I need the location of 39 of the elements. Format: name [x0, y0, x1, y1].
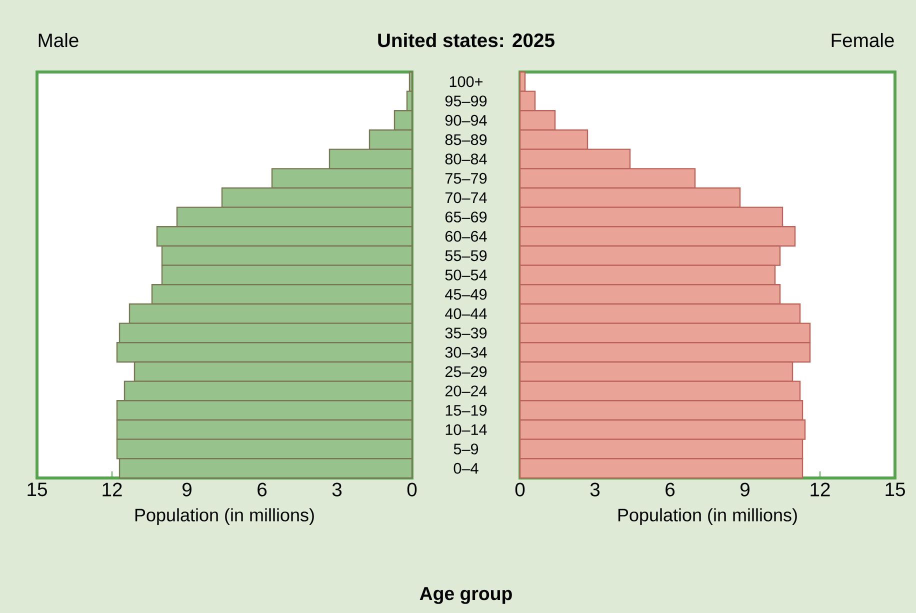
x-tick-label: 15	[886, 482, 905, 496]
x-tick-label: 9	[182, 482, 192, 496]
y-tick-label: 10–14	[446, 424, 487, 436]
text: Female	[832, 32, 894, 48]
x-tick-label: 0	[407, 482, 417, 496]
y-tick-label: 75–79	[445, 172, 487, 184]
x-tick-label: 12	[810, 482, 830, 496]
y-tick-label: 100+	[450, 76, 483, 88]
y-tick-label: 80–84	[445, 154, 487, 164]
y-tick-label: 65–69	[445, 212, 487, 222]
text: Male	[38, 32, 78, 48]
y-tick-label: 20–24	[445, 386, 487, 396]
y-tick-label: 90–94	[445, 114, 487, 126]
y-tick-label: 40–44	[445, 308, 487, 320]
x-tick-label: 9	[740, 482, 750, 496]
x-tick-label: 6	[666, 482, 675, 496]
x-tick-label: 6	[258, 482, 267, 496]
x-axis-title: Population (in millions)	[618, 508, 797, 525]
y-tick-label: 60–64	[445, 230, 487, 242]
y-axis-title: Age group	[420, 587, 512, 604]
y-tick-label: 45–49	[445, 288, 487, 300]
text: United states: 2025	[378, 32, 554, 48]
x-tick-label: 0	[515, 482, 525, 496]
y-tick-label: 25–29	[445, 366, 487, 378]
y-tick-label: 0–4	[454, 462, 478, 474]
y-tick-label: 85–89	[445, 134, 487, 146]
x-tick-label: 3	[332, 482, 342, 496]
y-tick-label: 95–99	[445, 96, 487, 106]
y-tick-label: 35–39	[445, 328, 487, 338]
y-tick-label: 30–34	[445, 346, 487, 358]
x-tick-label: 15	[28, 482, 47, 496]
y-tick-label: 70–74	[445, 192, 487, 204]
y-tick-label: 55–59	[445, 250, 487, 262]
x-tick-label: 3	[590, 482, 600, 496]
x-axis-title: Population (in millions)	[135, 508, 314, 525]
x-tick-label: 12	[102, 482, 122, 496]
y-tick-label: 5–9	[454, 444, 478, 454]
y-tick-label: 50–54	[445, 270, 487, 280]
y-tick-label: 15–19	[446, 404, 487, 416]
